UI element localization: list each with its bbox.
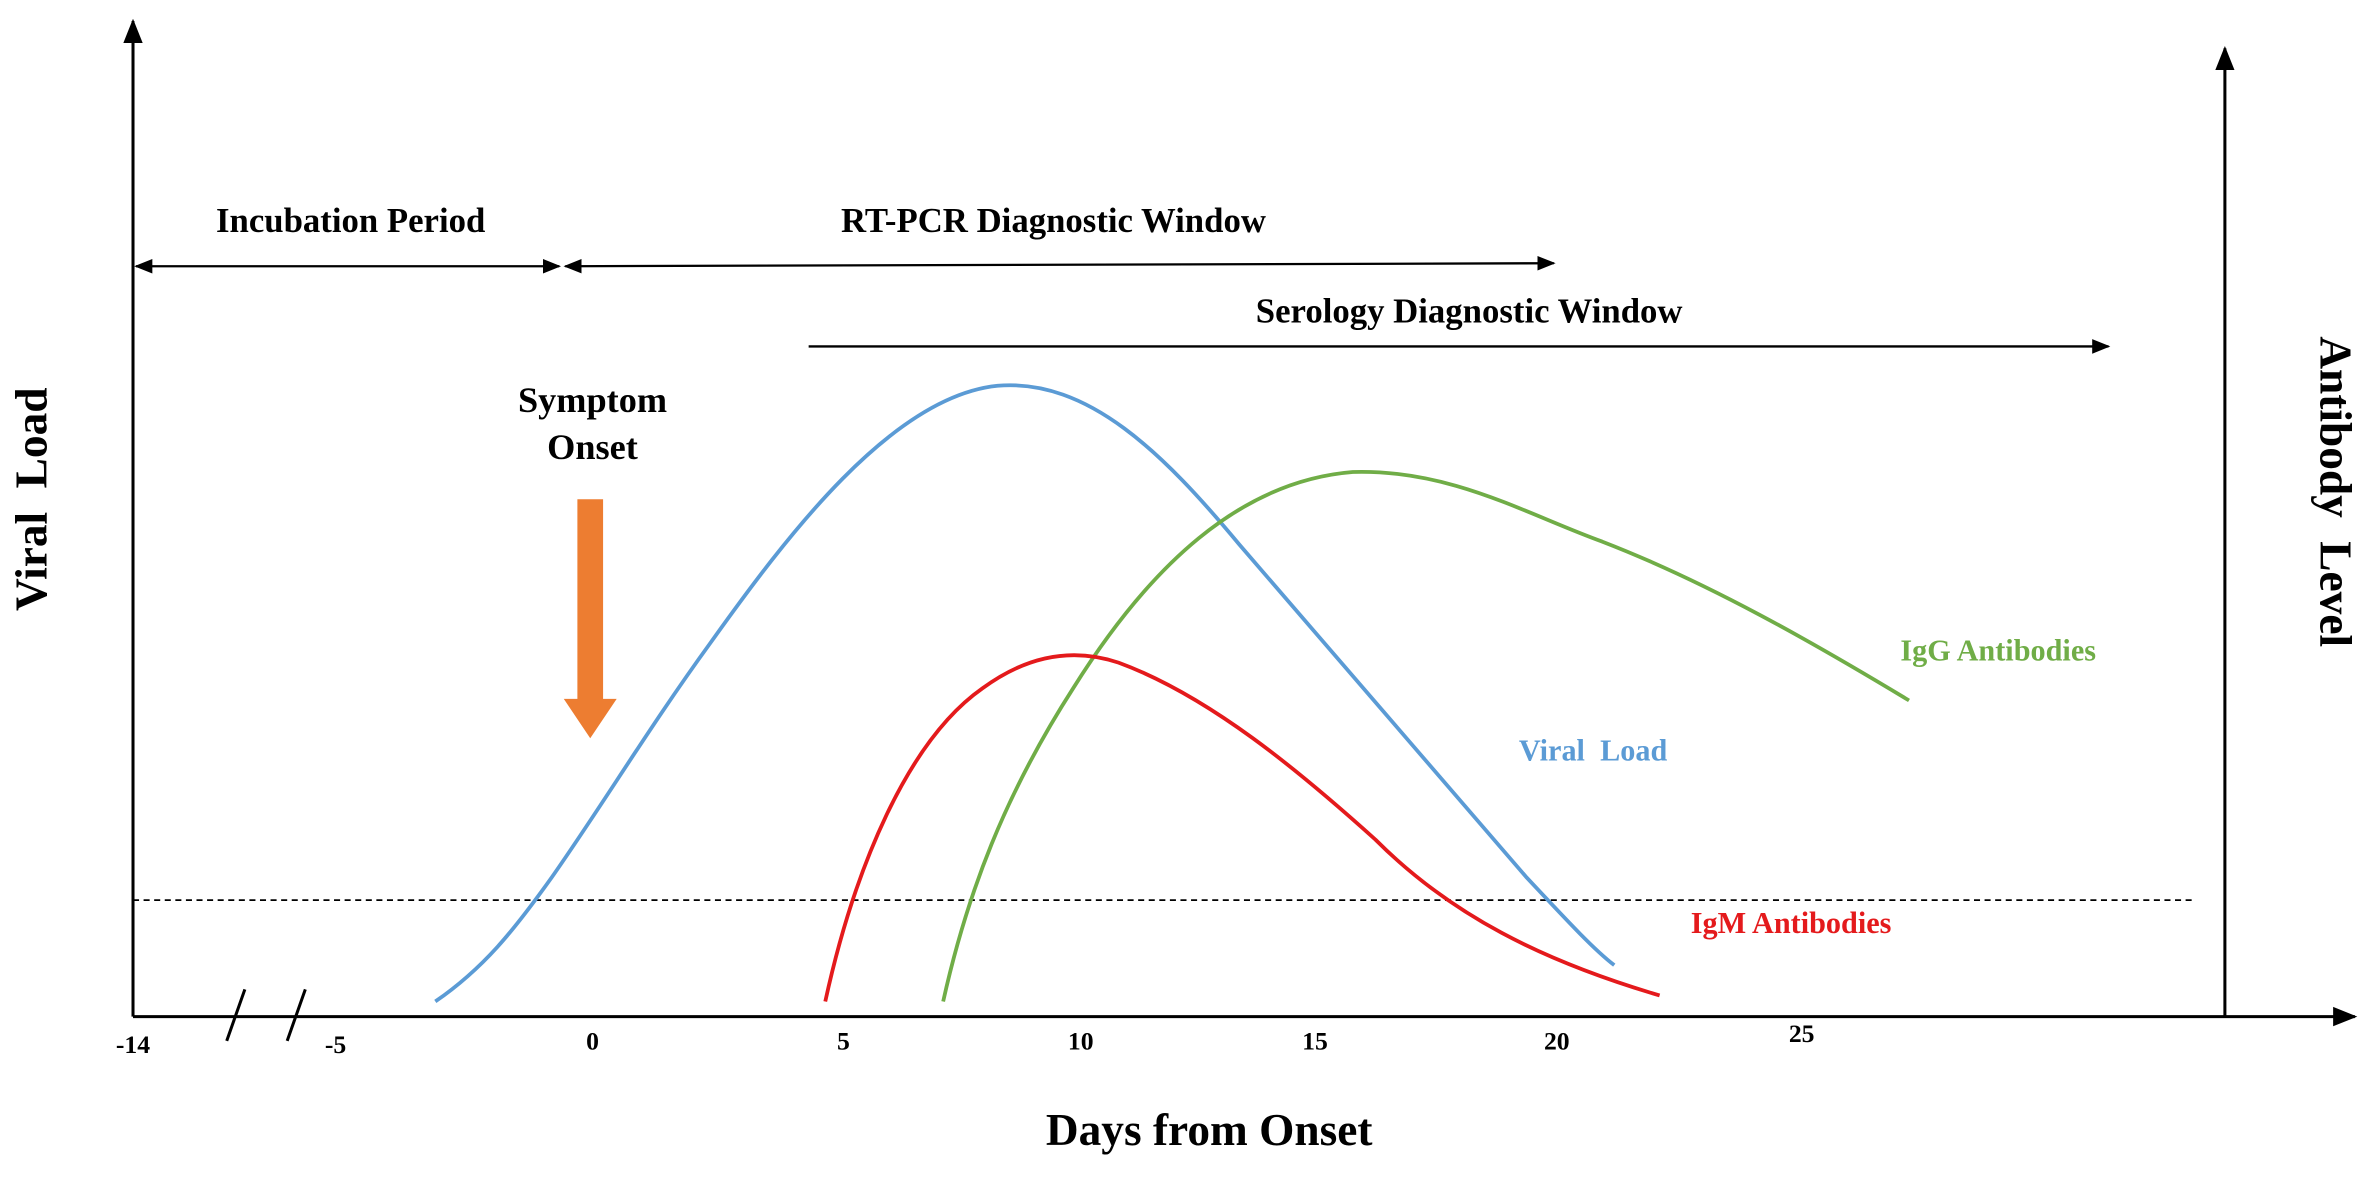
y2-axis-label: Antibody Level: [2310, 336, 2360, 647]
onset-arrow: [563, 499, 617, 739]
x-tick-label: 10: [1068, 1027, 1094, 1056]
curve-label: IgM Antibodies: [1691, 906, 1892, 940]
curve-label: Viral Load: [1519, 733, 1668, 767]
window-label: Serology Diagnostic Window: [1256, 292, 1683, 331]
igg-curve: [941, 470, 1910, 1002]
x-axis-label: Days from Onset: [1046, 1105, 1373, 1155]
window-arrow: [563, 256, 1556, 274]
igm-curve: [823, 653, 1661, 1002]
x-tick-label: 20: [1544, 1027, 1570, 1056]
viral-load-curve: [434, 383, 1616, 1004]
x-tick-label: 5: [837, 1027, 850, 1056]
curve-label: IgG Antibodies: [1900, 633, 2096, 667]
x-tick-label: -14: [116, 1030, 150, 1059]
x-tick-label: 25: [1789, 1019, 1815, 1048]
axis-break: [285, 988, 307, 1042]
y-axis-label: Viral Load: [7, 387, 57, 610]
x-ticks: -14 -5 0 5 10 15 20 25: [116, 1019, 1815, 1059]
onset-label: Symptom: [518, 380, 667, 420]
x-tick-label: 15: [1302, 1027, 1328, 1056]
window-label: RT-PCR Diagnostic Window: [841, 201, 1266, 240]
axis-break: [225, 988, 247, 1042]
x-tick-label: -5: [325, 1030, 346, 1059]
x-tick-label: 0: [586, 1027, 599, 1056]
onset-label: Onset: [547, 427, 638, 467]
window-label: Incubation Period: [216, 201, 485, 240]
